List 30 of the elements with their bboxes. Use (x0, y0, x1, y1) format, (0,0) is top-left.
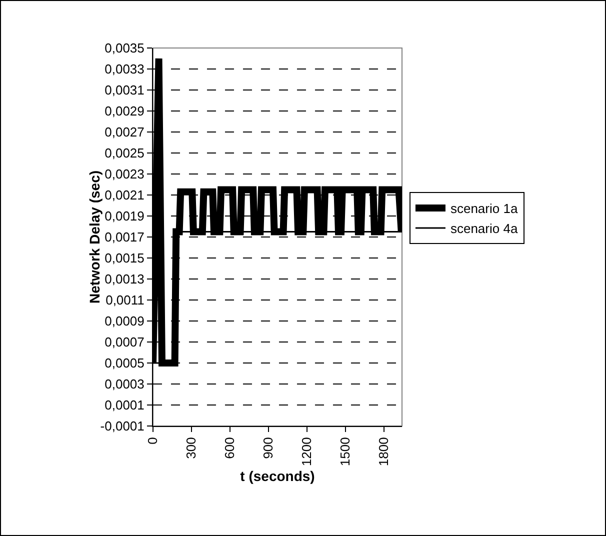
y-tick-label: 0,0011 (106, 292, 144, 308)
y-tick-label: 0,0001 (104, 398, 144, 413)
y-axis-title: Network Delay (sec) (86, 170, 103, 304)
y-tick-label: 0,0017 (104, 230, 144, 245)
y-tick-label: 0,0019 (104, 208, 144, 224)
y-tick-label: 0,0035 (104, 40, 144, 56)
y-tick-label: 0,0023 (104, 166, 144, 182)
y-tick-label: 0,0015 (104, 250, 144, 266)
y-tick-label: 0,0009 (104, 314, 144, 329)
y-tick-label: 0,0021 (104, 188, 144, 203)
x-tick-label: 1500 (338, 437, 353, 466)
y-tick-label: 0,0007 (104, 334, 144, 350)
y-tick-label: 0,0029 (104, 104, 144, 119)
y-tick-label: 0,0005 (104, 356, 144, 371)
y-tick-label: 0,0027 (104, 124, 144, 140)
x-tick-label: 1800 (376, 437, 392, 466)
y-tick-label: 0,0003 (104, 376, 144, 392)
y-tick-label: 0,0013 (104, 272, 144, 287)
y-tick-label: 0,0031 (104, 82, 144, 98)
x-tick-label: 600 (222, 437, 238, 459)
legend-label: scenario 4a (450, 221, 518, 236)
x-tick-label: 900 (260, 437, 276, 459)
y-tick-label: -0,0001 (100, 418, 144, 434)
y-tick-label: 0,0033 (104, 62, 144, 77)
x-tick-label: 1200 (299, 437, 314, 466)
x-axis-title: t (seconds) (240, 468, 315, 484)
legend-label: scenario 1a (450, 201, 518, 216)
x-tick-label: 0 (145, 437, 160, 444)
y-tick-label: 0,0025 (104, 146, 144, 161)
x-tick-label: 300 (184, 437, 199, 459)
